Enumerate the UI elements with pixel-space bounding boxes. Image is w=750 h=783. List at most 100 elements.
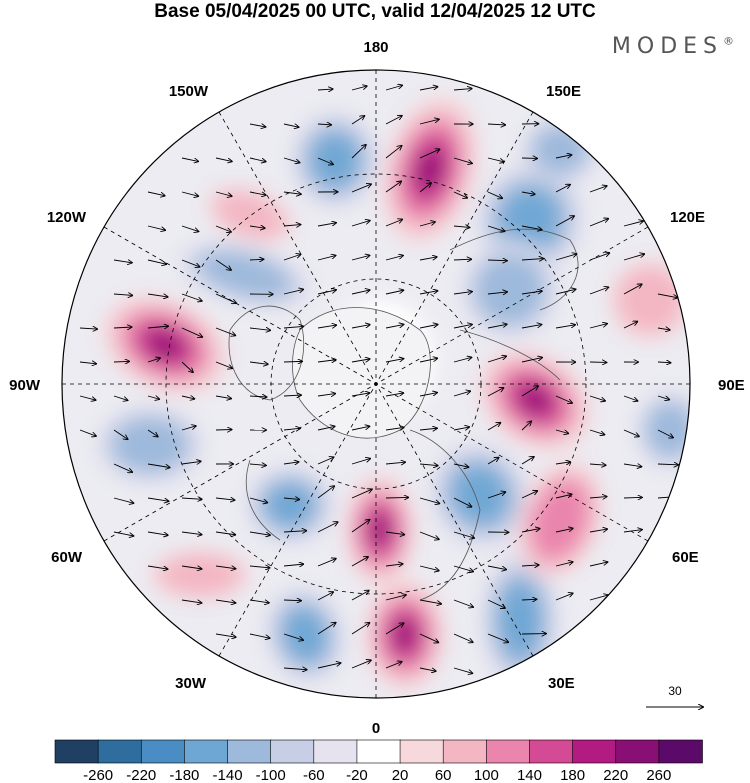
reference-vector: 30 (646, 684, 703, 707)
wind-arrow (215, 157, 232, 161)
colorbar-tick-label: -100 (256, 767, 286, 783)
wind-arrow (419, 497, 439, 503)
wind-arrow (351, 426, 369, 431)
label-180: 180 (363, 39, 388, 56)
wind-arrow (385, 359, 403, 363)
wind-arrow (249, 124, 265, 127)
wind-arrow (385, 181, 401, 193)
wind-arrow (181, 327, 202, 337)
wind-arrow (385, 85, 402, 91)
wind-arrow (317, 486, 334, 499)
wind-arrow (283, 395, 301, 396)
wind-arrow (385, 219, 402, 227)
wind-arrow (487, 599, 505, 608)
wind-arrow (181, 426, 196, 431)
wind-arrow (181, 498, 202, 499)
positive-anomaly-contour (616, 266, 684, 334)
wind-arrow (589, 186, 607, 193)
wind-arrow (419, 358, 437, 363)
wind-arrow (453, 531, 474, 538)
wind-arrow (487, 633, 508, 642)
wind-arrow (657, 395, 669, 400)
wind-arrow (555, 429, 568, 433)
wind-arrow (249, 259, 263, 260)
wind-arrow (249, 328, 270, 330)
colorbar-cell (399, 739, 445, 764)
wind-arrow (487, 324, 507, 329)
brand-name: MODES (611, 34, 723, 59)
wind-arrow (385, 564, 403, 566)
wind-arrow (419, 599, 441, 604)
wind-arrow (181, 566, 202, 569)
positive-anomaly-contour (530, 480, 590, 560)
wind-arrow (215, 225, 231, 232)
wind-arrow (215, 327, 235, 335)
wind-arrow (419, 119, 439, 125)
wind-arrow (283, 633, 303, 640)
brand-registered-mark: ® (723, 34, 734, 48)
wind-arrow (215, 293, 236, 303)
wind-arrow (181, 461, 201, 464)
wind-arrow (317, 457, 334, 465)
latitude-circle-inner (270, 278, 482, 490)
wind-arrow (419, 667, 436, 671)
wind-arrow (181, 259, 200, 267)
wind-arrow (521, 529, 540, 533)
wind-arrow (419, 633, 438, 642)
wind-arrow (419, 257, 437, 261)
wind-arrow (317, 89, 333, 90)
negative-anomaly-contour (646, 402, 690, 458)
wind-arrow (589, 395, 605, 401)
wind-arrow (453, 633, 473, 642)
wind-arrow (283, 498, 299, 499)
wind-arrow (385, 116, 402, 125)
wind-arrow (317, 623, 336, 635)
wind-arrow (249, 531, 270, 535)
wind-arrow (521, 259, 543, 260)
wind-arrow (249, 157, 266, 162)
wind-arrow (487, 191, 502, 198)
wind-arrow (453, 427, 469, 430)
wind-arrow (385, 256, 403, 261)
wind-arrow (657, 362, 670, 363)
wind-arrow (657, 429, 673, 438)
latitude-circle-outer (165, 173, 587, 595)
positive-anomaly-contour (523, 389, 547, 411)
wind-arrow (351, 660, 371, 669)
wind-arrow (283, 428, 300, 430)
wind-arrow (147, 259, 166, 264)
wind-arrow (147, 396, 159, 399)
wind-arrow (555, 254, 576, 261)
wind-arrow (113, 497, 133, 503)
wind-arrow (147, 565, 168, 569)
wind-arrow (623, 429, 639, 436)
wind-arrow (385, 290, 403, 295)
wind-arrow (623, 497, 642, 498)
wind-arrow (589, 287, 608, 295)
wind-arrow (385, 662, 402, 669)
wind-arrow (623, 221, 643, 227)
wind-arrow (419, 393, 437, 397)
wind-arrow (215, 566, 235, 569)
wind-arrow (589, 595, 608, 601)
wind-arrow (419, 565, 439, 571)
wind-arrow (589, 324, 607, 329)
wind-arrow (419, 222, 435, 227)
wind-arrow (555, 325, 575, 329)
wind-arrow (385, 393, 403, 397)
wind-arrow (521, 291, 542, 295)
map-boundary (61, 69, 691, 699)
negative-anomaly-contour (112, 417, 188, 473)
wind-arrow (589, 562, 607, 567)
wind-arrow (249, 566, 270, 568)
label-150w: 150W (169, 83, 209, 100)
label-120e: 120E (670, 209, 705, 226)
wind-arrow (385, 325, 404, 329)
wind-arrow (453, 599, 473, 607)
wind-arrow (147, 531, 168, 535)
label-0: 0 (372, 720, 380, 737)
wind-arrow (181, 532, 202, 535)
colorbar-cell (572, 739, 617, 764)
wind-arrow (215, 498, 234, 500)
